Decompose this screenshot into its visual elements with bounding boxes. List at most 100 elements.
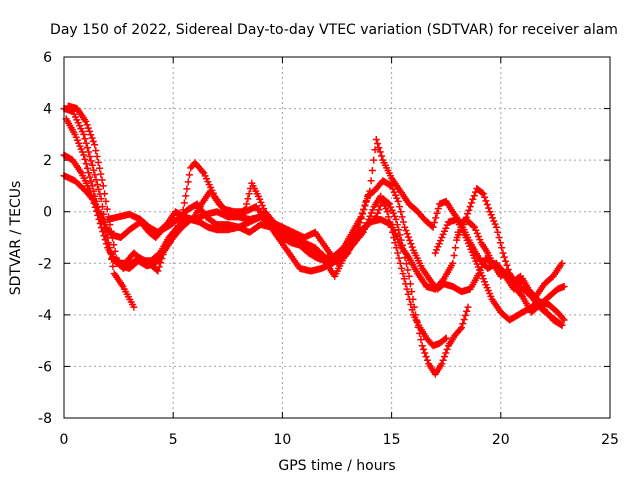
series-trace-8 [431,215,566,329]
data-point [403,285,411,293]
data-point [434,243,442,251]
data-point [92,147,100,155]
data-point [466,203,474,211]
x-axis-label: GPS time / hours [278,458,395,474]
ticks: 0 5 10 15 20 25 -8 -6 -4 -2 0 2 4 6 [38,50,619,448]
data-point [182,192,190,200]
data-point [85,148,93,156]
data-point [393,194,401,202]
data-point [257,198,265,206]
data-point [399,270,407,278]
data-point [87,178,95,185]
data-point [431,249,439,257]
data-point [372,136,380,143]
data-point [378,152,386,160]
x-tick-label: 10 [273,432,291,448]
data-point [494,228,502,236]
data-point [396,259,404,267]
data-point [82,139,90,147]
data-point [87,157,95,165]
data-point [394,197,402,205]
data-point [83,121,91,129]
data-point [438,360,446,368]
series-trace-5 [60,172,568,316]
data-point [396,203,403,211]
data-point [560,283,568,290]
data-point [398,264,406,272]
data-point [366,187,374,195]
data-point [442,224,450,232]
data-point [361,202,369,210]
data-point [370,156,378,164]
data-point [400,275,408,283]
data-point [485,204,493,212]
data-point [154,267,162,275]
y-axis-label: SDTVAR / TECUs [8,181,24,296]
data-point [180,199,188,207]
data-point [102,228,110,236]
data-point [256,195,264,203]
data-point [102,197,110,205]
data-point [433,246,441,254]
data-point [487,211,495,219]
data-point [80,130,88,138]
data-point [87,131,95,139]
data-point [471,223,479,231]
data-point [89,137,97,145]
data-point [486,208,494,216]
data-point [403,230,411,238]
data-point [357,213,365,221]
data-point [367,209,375,217]
data-point [405,272,413,280]
data-point [443,345,451,353]
data-point [85,169,93,177]
data-point [396,231,404,239]
data-point [103,234,111,241]
data-point [469,222,477,230]
data-point [371,146,379,154]
data-point [368,167,376,174]
data-point [404,290,412,298]
data-point [458,324,465,332]
data-point [392,215,400,223]
data-point [394,249,402,257]
data-point [442,349,450,357]
data-point [185,171,193,179]
data-point [441,227,448,235]
data-point [80,151,88,159]
data-point [367,177,375,185]
data-point [423,356,431,364]
data-point [450,252,458,259]
data-point [459,320,467,328]
data-point [358,209,366,217]
y-tick-label: -2 [38,256,52,272]
data-point [344,249,352,257]
data-point [439,356,447,364]
data-point [478,189,486,197]
data-point [375,206,383,214]
data-point [404,266,412,274]
data-point [110,241,118,249]
data-point [387,203,395,211]
data-point [345,246,353,254]
x-tick-label: 15 [383,432,401,448]
data-point [557,320,565,328]
data-point [362,198,370,206]
data-point [451,244,459,252]
data-point [241,205,249,213]
data-point [382,205,390,213]
data-point [363,195,371,202]
data-point [97,195,105,203]
data-point [460,316,468,323]
x-tick-label: 20 [492,432,510,448]
series-trace-6 [104,136,568,324]
data-point [418,342,426,350]
data-point [408,243,416,251]
data-point [468,199,475,207]
data-point [422,353,430,361]
y-tick-label: 0 [43,205,52,221]
data-point [392,191,399,199]
data-point [90,166,98,174]
x-tick-label: 25 [601,432,619,448]
